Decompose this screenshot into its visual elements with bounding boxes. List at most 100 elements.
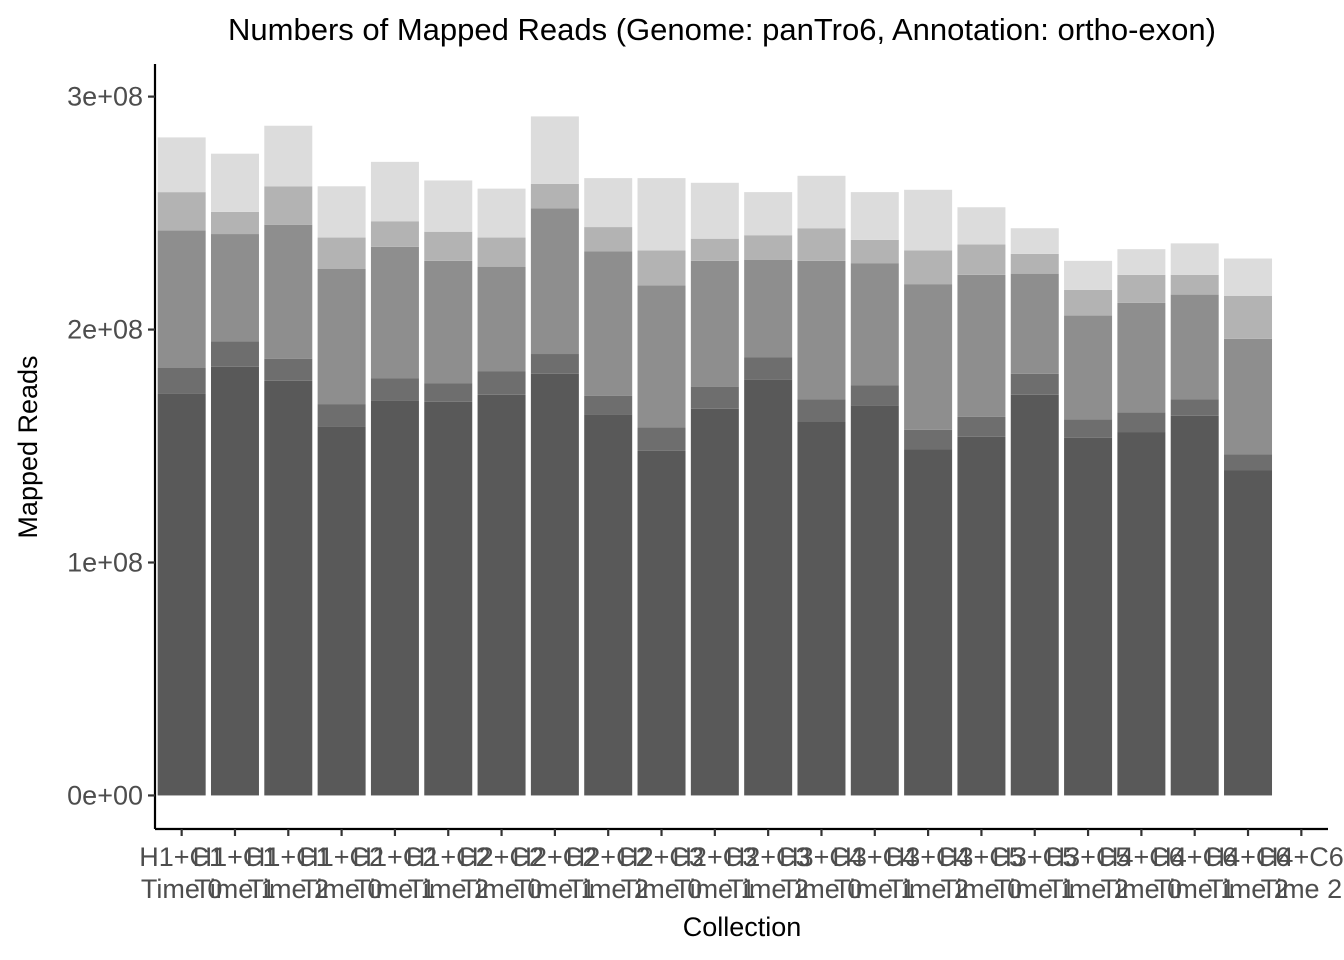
bar-segment-8-4	[584, 178, 633, 228]
x-tick-label: H1+C1 Time 1	[193, 842, 278, 904]
bar-segment-11-0	[744, 379, 793, 796]
bar-segment-6-4	[477, 188, 526, 238]
bar-segment-5-2	[424, 260, 473, 384]
bar-segment-7-0	[530, 373, 579, 796]
bar-segment-5-0	[424, 401, 473, 796]
bar-segment-10-4	[690, 182, 739, 239]
bars-layer	[157, 116, 1273, 796]
bar-segment-14-1	[904, 429, 953, 450]
bar-segment-20-1	[1224, 454, 1273, 471]
y-tick-label: 1e+08	[67, 548, 143, 578]
bar-segment-4-3	[370, 221, 419, 247]
bar-segment-17-3	[1064, 289, 1113, 316]
bar-segment-17-4	[1064, 260, 1113, 290]
bar-segment-15-2	[957, 274, 1006, 417]
bar-segment-4-1	[370, 378, 419, 401]
bar-segment-20-3	[1224, 295, 1273, 339]
bar-segment-14-4	[904, 189, 953, 251]
bar-segment-16-3	[1010, 253, 1059, 274]
bar-segment-20-0	[1224, 470, 1273, 796]
bar-segment-6-0	[477, 394, 526, 796]
bar-segment-16-1	[1010, 373, 1059, 395]
bar-segment-18-0	[1117, 432, 1166, 796]
bar-segment-9-0	[637, 450, 686, 796]
x-tick-label: H4+C6 Time 1	[1152, 842, 1237, 904]
bar-segment-0-1	[157, 368, 206, 394]
bar-segment-6-2	[477, 266, 526, 372]
bar-segment-1-2	[210, 234, 259, 342]
bar-segment-15-3	[957, 244, 1006, 275]
bar-segment-13-2	[850, 263, 899, 386]
bar-segment-15-0	[957, 436, 1006, 796]
bar-segment-2-3	[264, 186, 313, 225]
bar-segment-19-3	[1170, 274, 1219, 295]
bar-segment-10-1	[690, 386, 739, 409]
x-tick-label: H2+C2 Time 2	[566, 842, 651, 904]
bar-segment-7-2	[530, 208, 579, 355]
bar-segment-13-1	[850, 385, 899, 406]
y-axis-title: Mapped Reads	[13, 355, 43, 538]
bar-segment-2-4	[264, 125, 313, 187]
bar-segment-0-2	[157, 230, 206, 368]
x-tick-label: H4+C6 Time 2	[1206, 842, 1291, 904]
bar-segment-12-3	[797, 228, 846, 261]
bar-segment-11-3	[744, 235, 793, 260]
x-tick-label: H1+C1 Time 0	[139, 842, 224, 904]
x-tick-label: H3+C4 Time 1	[832, 842, 917, 904]
bar-segment-8-3	[584, 227, 633, 252]
bar-segment-14-2	[904, 284, 953, 430]
bar-segment-14-0	[904, 449, 953, 796]
y-tick-label: 2e+08	[67, 315, 143, 345]
bar-segment-9-4	[637, 178, 686, 251]
x-tick-label: H4+C6 Time 2	[1259, 842, 1344, 904]
bar-segment-12-0	[797, 421, 846, 796]
bar-segment-12-1	[797, 399, 846, 422]
bar-segment-18-2	[1117, 302, 1166, 413]
bar-segment-3-2	[317, 268, 366, 405]
x-tick-label: H2+C2 Time 1	[512, 842, 597, 904]
y-tick-label: 0e+00	[67, 780, 143, 810]
x-tick-label: H1+C1 Time 2	[246, 842, 331, 904]
bar-segment-0-4	[157, 137, 206, 193]
x-axis-title: Collection	[683, 912, 802, 942]
bar-segment-16-0	[1010, 394, 1059, 796]
chart-title: Numbers of Mapped Reads (Genome: panTro6…	[228, 12, 1216, 47]
bar-segment-1-0	[210, 366, 259, 796]
bar-segment-20-4	[1224, 258, 1273, 296]
x-tick-label: H4+C6 Time 0	[1099, 842, 1184, 904]
bar-segment-7-4	[530, 116, 579, 184]
bar-segment-16-4	[1010, 228, 1059, 254]
y-tick-label: 3e+08	[67, 82, 143, 112]
bar-segment-19-4	[1170, 243, 1219, 275]
bar-segment-12-2	[797, 260, 846, 400]
bar-segment-13-0	[850, 405, 899, 796]
bar-segment-2-1	[264, 358, 313, 381]
bar-segment-8-0	[584, 414, 633, 796]
bar-segment-19-0	[1170, 415, 1219, 796]
bar-segment-6-3	[477, 237, 526, 267]
bar-segment-18-3	[1117, 274, 1166, 303]
bar-segment-3-0	[317, 426, 366, 796]
bar-segment-15-4	[957, 207, 1006, 245]
bar-segment-10-3	[690, 238, 739, 261]
x-tick-label: H2+C3 Time 1	[672, 842, 757, 904]
bar-segment-19-1	[1170, 399, 1219, 416]
bar-segment-10-2	[690, 260, 739, 387]
bar-segment-9-2	[637, 285, 686, 428]
bar-segment-11-2	[744, 259, 793, 358]
x-tick-label: H3+C5 Time 1	[992, 842, 1077, 904]
bar-segment-16-2	[1010, 273, 1059, 374]
bar-segment-2-2	[264, 224, 313, 359]
x-tick-label: H2+C3 Time 0	[619, 842, 704, 904]
bar-segment-9-3	[637, 250, 686, 286]
bar-segment-0-0	[157, 393, 206, 796]
x-tick-label: H1+C2 Time 2	[406, 842, 491, 904]
bar-segment-10-0	[690, 408, 739, 796]
bar-segment-1-3	[210, 211, 259, 235]
bar-segment-17-2	[1064, 315, 1113, 420]
bar-segment-11-4	[744, 192, 793, 236]
bar-segment-19-2	[1170, 294, 1219, 400]
x-tick-label: H1+C2 Time 1	[353, 842, 438, 904]
bar-segment-13-4	[850, 192, 899, 240]
